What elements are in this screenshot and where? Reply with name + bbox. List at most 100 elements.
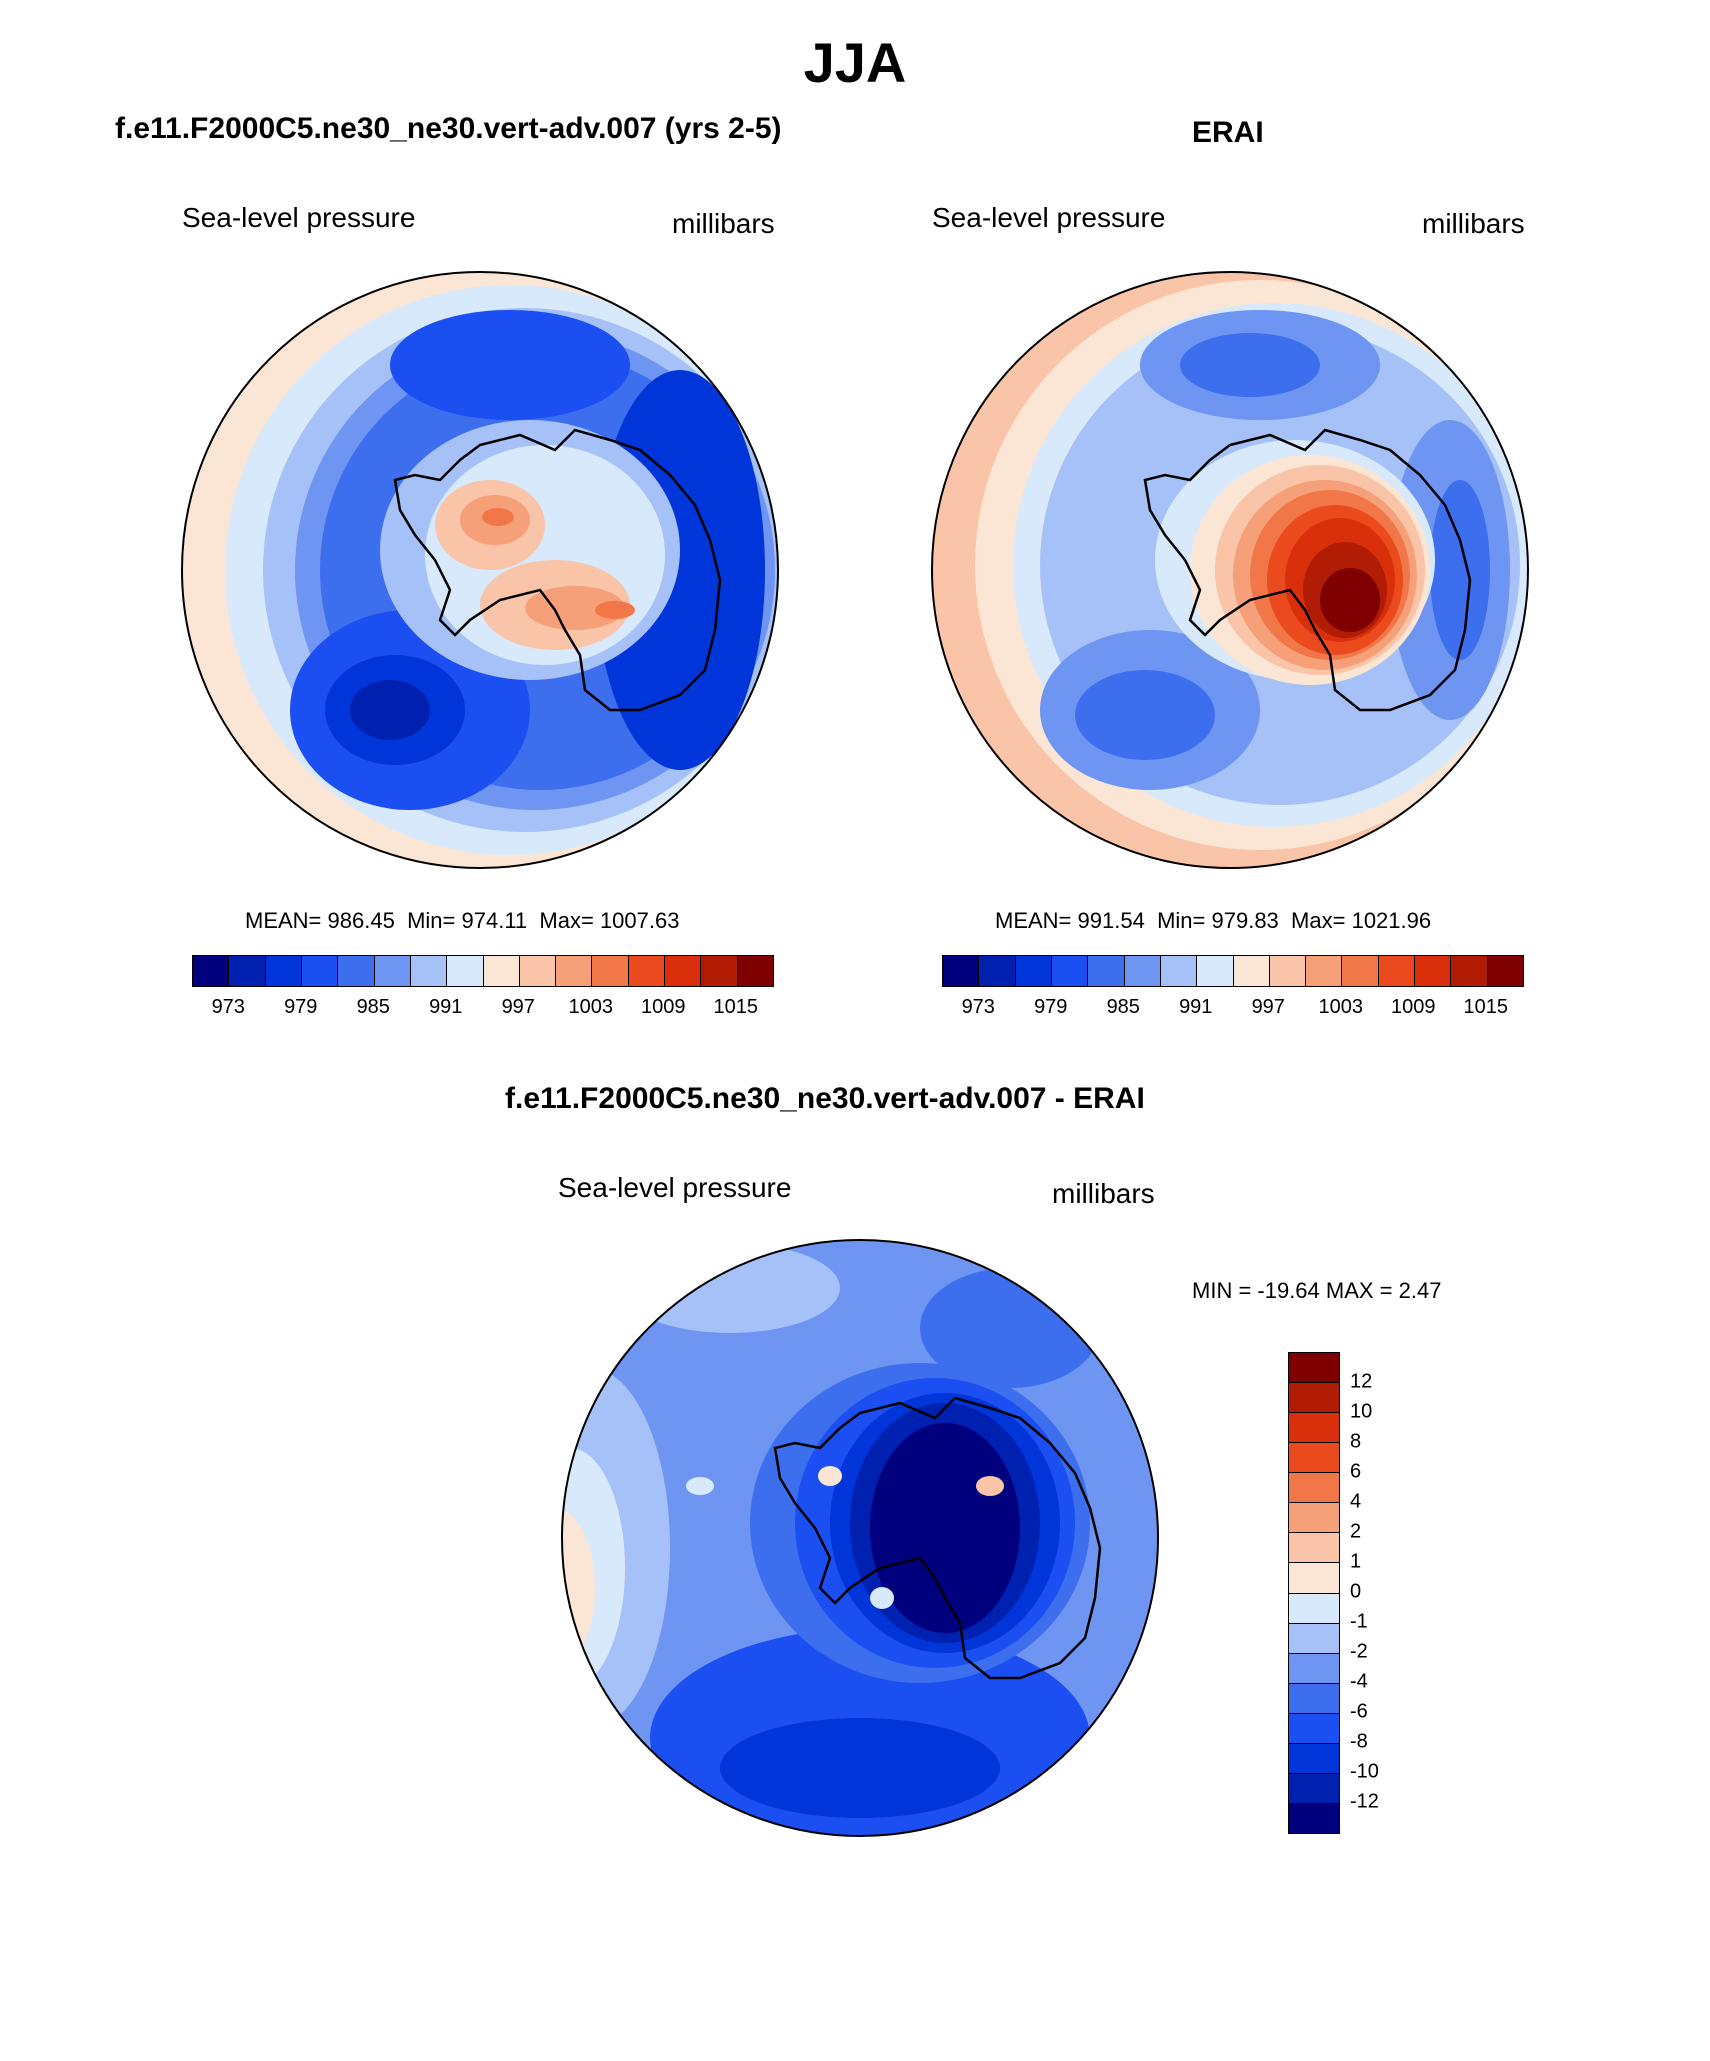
diff-colorbar-tick-label: 6: [1350, 1460, 1362, 1483]
obs-colorbar-box: [1269, 956, 1307, 986]
diff-colorbar-tick-label: -10: [1350, 1760, 1379, 1783]
model-map-boundary: [181, 271, 779, 869]
diff-colorbar-ticks: 12 10 8 6 4 2 1 0 -1 -2 -4 -6 -8 -10 -12: [1350, 1352, 1430, 1832]
diff-field-positive-1: [818, 1466, 842, 1486]
obs-min-value: 979.83: [1211, 908, 1279, 933]
obs-min-label: Min=: [1157, 908, 1206, 933]
obs-colorbar-box: [1487, 956, 1523, 986]
obs-colorbar-tick-label: 1015: [1463, 996, 1509, 1018]
diff-panel-title: f.e11.F2000C5.ne30_ne30.vert-adv.007 - E…: [505, 1082, 1145, 1115]
diff-colorbar-tick-label: 2: [1350, 1520, 1362, 1543]
model-stats: MEAN= 986.45 Min= 974.11 Max= 1007.63: [245, 908, 679, 934]
model-colorbar-box: [628, 956, 666, 986]
diff-colorbar-tick-label: -4: [1350, 1670, 1368, 1693]
obs-units-label: millibars: [1422, 208, 1525, 239]
diff-colorbar-tick-label: 0: [1350, 1580, 1362, 1603]
model-colorbar-box: [193, 956, 230, 986]
obs-colorbar-box: [1088, 956, 1125, 986]
model-colorbar-box: [483, 956, 520, 986]
diff-colorbar-tick-label: 10: [1350, 1400, 1373, 1423]
diff-units-label: millibars: [1052, 1178, 1155, 1209]
diff-antarctica-coastline: [773, 1396, 1102, 1680]
diff-colorbar-box: [1289, 1533, 1339, 1564]
obs-colorbar: [942, 955, 1524, 987]
diff-field-south-core: [720, 1718, 1000, 1818]
model-colorbar-tick-label: 1003: [568, 996, 614, 1018]
diff-colorbar-tick-label: -1: [1350, 1610, 1368, 1633]
obs-antarctica-coastline: [1143, 428, 1472, 712]
diff-colorbar-box: [1289, 1623, 1339, 1654]
model-colorbar-box: [592, 956, 629, 986]
model-colorbar-tick-label: 979: [284, 996, 318, 1018]
model-panel-title: f.e11.F2000C5.ne30_ne30.vert-adv.007 (yr…: [115, 112, 782, 145]
model-field-high-6: [595, 601, 635, 619]
diff-colorbar-tick-label: 12: [1350, 1370, 1373, 1393]
model-colorbar-tick-label: 985: [356, 996, 390, 1018]
model-colorbar-tick-label: 997: [501, 996, 535, 1018]
figure-title: JJA: [803, 31, 907, 94]
model-antarctica-coastline: [393, 428, 722, 712]
obs-stats: MEAN= 991.54 Min= 979.83 Max= 1021.96: [995, 908, 1431, 934]
diff-colorbar-box: [1289, 1383, 1339, 1414]
model-field-low-north: [390, 310, 630, 420]
model-variable-label: Sea-level pressure: [182, 202, 416, 233]
diff-colorbar-box: [1289, 1593, 1339, 1624]
model-field-high-5: [482, 508, 514, 526]
diff-field-north-pale: [620, 1243, 840, 1333]
model-colorbar-box: [701, 956, 738, 986]
diff-field-positive-4: [870, 1587, 894, 1609]
obs-colorbar-box: [979, 956, 1016, 986]
obs-colorbar-tick-label: 1003: [1318, 996, 1364, 1018]
obs-colorbar-tick-label: 997: [1251, 996, 1285, 1018]
diff-colorbar-box: [1289, 1773, 1339, 1804]
model-colorbar-box: [665, 956, 702, 986]
obs-colorbar-tick-label: 985: [1106, 996, 1140, 1018]
obs-colorbar-tick-label: 991: [1179, 996, 1213, 1018]
obs-polar-map: [931, 271, 1529, 869]
model-colorbar-ticks: 973 979 985 991 997 1003 1009 1015: [192, 996, 772, 1026]
diff-map-boundary: [561, 1239, 1159, 1837]
obs-colorbar-box: [1015, 956, 1052, 986]
model-colorbar-box: [374, 956, 411, 986]
model-colorbar-tick-label: 1009: [641, 996, 686, 1018]
obs-colorbar-box: [1378, 956, 1416, 986]
obs-field-low-north-core: [1180, 333, 1320, 397]
obs-colorbar-tick-label: 1009: [1391, 996, 1436, 1018]
diff-polar-map: [561, 1239, 1159, 1837]
obs-max-value: 1021.96: [1351, 908, 1432, 933]
obs-colorbar-box: [1451, 956, 1488, 986]
model-colorbar-tick-label: 1015: [713, 996, 759, 1018]
model-colorbar-box: [447, 956, 484, 986]
obs-colorbar-ticks: 973 979 985 991 997 1003 1009 1015: [942, 996, 1522, 1026]
diff-minmax-text: MIN = -19.64 MAX = 2.47: [1192, 1278, 1442, 1303]
obs-mean-value: 991.54: [1077, 908, 1145, 933]
model-mean-value: 986.45: [327, 908, 395, 933]
diff-colorbar-box: [1289, 1353, 1339, 1384]
diff-field-plateau-deep: [870, 1423, 1020, 1633]
obs-colorbar-box: [1124, 956, 1161, 986]
diff-colorbar-tick-label: 4: [1350, 1490, 1362, 1513]
model-colorbar-tick-label: 973: [211, 996, 245, 1018]
obs-field-low-south-core: [1075, 670, 1215, 760]
diff-colorbar-tick-label: 8: [1350, 1430, 1362, 1453]
obs-field-high-maroon: [1320, 568, 1380, 632]
diff-field-positive-2: [976, 1476, 1004, 1496]
model-colorbar-box: [519, 956, 557, 986]
model-field-high-4: [525, 586, 625, 630]
model-units-label: millibars: [672, 208, 775, 239]
diff-colorbar-tick-label: -6: [1350, 1700, 1368, 1723]
obs-colorbar-box: [1051, 956, 1089, 986]
model-colorbar-box: [229, 956, 266, 986]
model-colorbar-box: [265, 956, 302, 986]
diff-field-positive-3: [686, 1477, 714, 1495]
model-colorbar-tick-label: 991: [429, 996, 463, 1018]
obs-colorbar-tick-label: 979: [1034, 996, 1068, 1018]
obs-colorbar-box: [943, 956, 980, 986]
model-polar-map: [181, 271, 779, 869]
model-colorbar-box: [737, 956, 773, 986]
model-max-label: Max=: [539, 908, 594, 933]
obs-map-boundary: [931, 271, 1529, 869]
diff-variable-label: Sea-level pressure: [558, 1172, 792, 1203]
diff-colorbar-box: [1289, 1713, 1339, 1744]
model-max-value: 1007.63: [599, 908, 680, 933]
